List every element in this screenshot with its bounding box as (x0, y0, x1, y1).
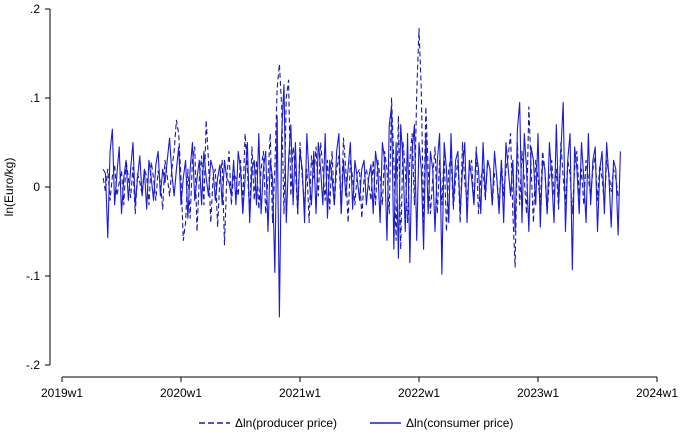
x-tick-label: 2023w1 (517, 386, 559, 400)
x-tick-label: 2020w1 (160, 386, 202, 400)
y-tick-label: 0 (33, 180, 40, 194)
x-tick-label: 2024w1 (636, 386, 678, 400)
y-tick-label: .1 (30, 91, 40, 105)
legend: Δln(producer price) Δln(consumer price) (199, 416, 513, 430)
legend-item-consumer-price: Δln(consumer price) (370, 416, 513, 430)
legend-label-consumer-price: Δln(consumer price) (406, 416, 513, 430)
y-axis-ticks: -.2 -.1 0 .1 .2 (26, 2, 50, 372)
legend-item-producer-price: Δln(producer price) (199, 416, 337, 430)
y-tick-label: -.1 (26, 269, 40, 283)
series-group (102, 28, 621, 318)
x-axis-ticks: 2019w1 2020w1 2021w1 2022w1 2023w1 2024w1 (41, 377, 678, 400)
y-axis-label: ln(Euro/kg) (2, 158, 16, 217)
legend-label-producer-price: Δln(producer price) (235, 416, 337, 430)
series-line-consumer-price (102, 84, 621, 318)
y-tick-label: -.2 (26, 358, 40, 372)
y-tick-label: .2 (30, 2, 40, 16)
x-tick-label: 2021w1 (279, 386, 321, 400)
x-tick-label: 2019w1 (41, 386, 83, 400)
x-tick-label: 2022w1 (398, 386, 440, 400)
